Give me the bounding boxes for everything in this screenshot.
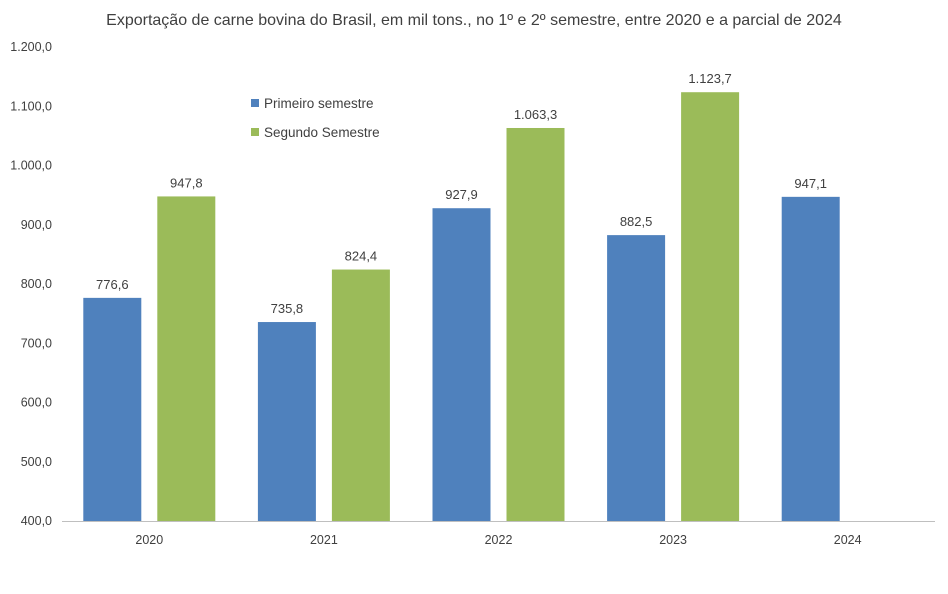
bar-value-label: 776,6 bbox=[96, 277, 129, 292]
bar-primeiro-semestre bbox=[781, 196, 840, 521]
data-labels: 776,6 947,8 735,8 824,4 927,9 1.063,3 882,5 1.1… bbox=[96, 71, 827, 316]
bar-primeiro-semestre bbox=[83, 297, 142, 521]
y-tick-label: 1.200,0 bbox=[10, 40, 52, 54]
legend-label: Segundo Semestre bbox=[264, 125, 380, 140]
bar-value-label: 882,5 bbox=[620, 214, 653, 229]
axes: 400,0 500,0 600,0 700,0 800,0 900,0 1.000,0 1.1… bbox=[10, 40, 935, 547]
x-tick-label: 2022 bbox=[485, 533, 513, 547]
bar-primeiro-semestre bbox=[607, 235, 666, 521]
x-tick-label: 2024 bbox=[834, 533, 862, 547]
legend-swatch bbox=[251, 99, 259, 107]
bar-value-label: 735,8 bbox=[271, 301, 304, 316]
legend-label: Primeiro semestre bbox=[264, 96, 374, 111]
y-tick-label: 1.000,0 bbox=[10, 159, 52, 173]
y-tick-label: 400,0 bbox=[21, 514, 52, 528]
y-tick-label: 500,0 bbox=[21, 455, 52, 469]
chart-title: Exportação de carne bovina do Brasil, em… bbox=[106, 12, 842, 29]
bar-value-label: 1.063,3 bbox=[514, 107, 557, 122]
bar-value-label: 1.123,7 bbox=[688, 71, 731, 86]
bar-segundo-semestre bbox=[331, 269, 390, 521]
bars bbox=[83, 92, 840, 522]
bar-value-label: 947,8 bbox=[170, 175, 203, 190]
y-tick-label: 800,0 bbox=[21, 277, 52, 291]
y-tick-label: 700,0 bbox=[21, 336, 52, 350]
bar-primeiro-semestre bbox=[432, 208, 491, 522]
y-tick-label: 600,0 bbox=[21, 396, 52, 410]
legend-swatch bbox=[251, 128, 259, 136]
bar-segundo-semestre bbox=[681, 92, 740, 521]
bar-value-label: 927,9 bbox=[445, 187, 478, 202]
x-tick-label: 2023 bbox=[659, 533, 687, 547]
x-tick-label: 2021 bbox=[310, 533, 338, 547]
bar-segundo-semestre bbox=[157, 196, 216, 521]
y-tick-label: 900,0 bbox=[21, 218, 52, 232]
y-tick-label: 1.100,0 bbox=[10, 99, 52, 113]
legend: Primeiro semestre Segundo Semestre bbox=[251, 96, 380, 140]
bar-primeiro-semestre bbox=[257, 322, 316, 521]
bar-segundo-semestre bbox=[506, 127, 565, 521]
bar-value-label: 947,1 bbox=[794, 176, 827, 191]
x-tick-label: 2020 bbox=[135, 533, 163, 547]
bar-value-label: 824,4 bbox=[345, 249, 378, 264]
